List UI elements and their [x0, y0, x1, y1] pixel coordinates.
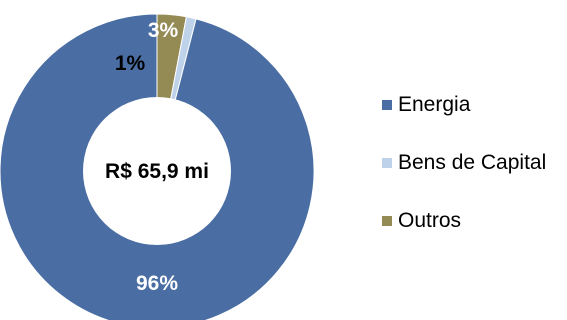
center-label: R$ 65,9 mi — [105, 160, 209, 183]
legend-item-bens-de-capital: Bens de Capital — [382, 148, 546, 178]
legend-label: Outros — [398, 209, 462, 232]
donut-chart: R$ 65,9 mi 96% 1%3% — [0, 13, 315, 320]
legend-item-energia: Energia — [382, 90, 546, 120]
slice-energia — [0, 13, 315, 320]
value-label-bens-de-capital: 1% — [115, 52, 146, 75]
legend-swatch-energia — [382, 100, 392, 110]
legend-swatch-bens-de-capital — [382, 158, 392, 168]
legend-item-outros: Outros — [382, 206, 546, 236]
value-labels: 96% 1%3% — [115, 19, 179, 295]
legend: Energia Bens de Capital Outros — [382, 90, 546, 264]
legend-label: Energia — [398, 93, 471, 116]
legend-label: Bens de Capital — [398, 151, 547, 174]
legend-swatch-outros — [382, 216, 392, 226]
value-label-energia: 96% — [136, 272, 178, 295]
value-label-outros: 3% — [148, 19, 179, 42]
donut-hole — [83, 97, 231, 245]
